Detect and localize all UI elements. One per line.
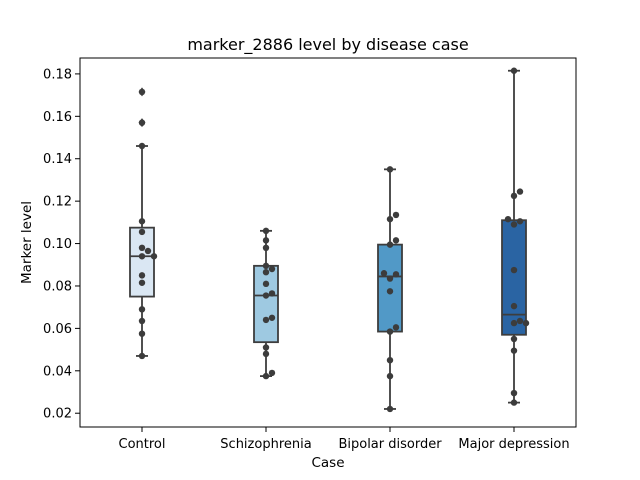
- plot-area: 0.02 0.04 0.06 0.08 0.10 0.12 0.14 0.16 0.18 Cont…: [43, 67, 570, 452]
- data-point: [392, 324, 400, 331]
- data-point: [138, 352, 146, 360]
- data-point: [510, 266, 518, 274]
- data-point: [138, 218, 146, 225]
- data-point: [138, 272, 146, 279]
- data-point: [386, 405, 394, 413]
- data-point: [386, 241, 394, 248]
- data-point: [516, 188, 524, 195]
- plot-frame: [79, 57, 577, 428]
- data-point: [138, 228, 146, 236]
- data-point: [510, 319, 518, 327]
- data-point: [268, 265, 276, 273]
- data-point: [386, 215, 394, 223]
- data-point: [504, 215, 512, 223]
- y-tick-label: 0.10: [43, 237, 72, 252]
- data-point: [150, 253, 158, 260]
- data-point: [138, 330, 146, 337]
- box: [253, 264, 279, 344]
- data-point: [262, 280, 270, 288]
- data-point: [386, 328, 394, 335]
- data-point: [392, 237, 400, 244]
- data-point: [510, 192, 518, 200]
- data-point: [386, 288, 394, 295]
- x-tick-label: Control: [119, 437, 166, 452]
- y-tick-label: 0.04: [43, 364, 72, 379]
- data-point: [262, 350, 270, 358]
- data-point: [262, 262, 270, 270]
- y-tick-label: 0.06: [43, 322, 72, 337]
- data-point: [386, 275, 394, 282]
- data-point: [138, 244, 146, 252]
- data-point: [138, 88, 146, 96]
- x-tick-label: Schizophrenia: [220, 437, 311, 452]
- data-point: [268, 314, 276, 321]
- data-point: [262, 237, 270, 244]
- y-tick-label: 0.12: [43, 195, 72, 210]
- data-point: [138, 279, 146, 286]
- data-point: [262, 227, 270, 235]
- data-point: [386, 166, 394, 173]
- data-point: [522, 319, 530, 327]
- data-point: [268, 290, 276, 297]
- data-point: [138, 142, 146, 150]
- x-tick-label: Major depression: [458, 437, 569, 452]
- y-tick-label: 0.16: [43, 110, 72, 125]
- data-point: [392, 271, 400, 278]
- data-point: [510, 399, 518, 406]
- data-point: [262, 372, 270, 380]
- data-point: [392, 211, 400, 219]
- data-point: [138, 253, 146, 260]
- data-point: [510, 335, 518, 343]
- data-point: [144, 247, 152, 255]
- data-point: [262, 268, 270, 276]
- data-point: [262, 316, 270, 324]
- y-tick-label: 0.08: [43, 279, 72, 294]
- data-point: [386, 356, 394, 364]
- data-point: [138, 317, 146, 325]
- data-point: [510, 67, 518, 74]
- data-point: [138, 119, 146, 126]
- y-tick-label: 0.02: [43, 407, 72, 422]
- y-tick-label: 0.18: [43, 67, 72, 82]
- x-axis-title: Case: [311, 455, 344, 471]
- y-tick-label: 0.14: [43, 152, 72, 167]
- data-point: [510, 221, 518, 228]
- x-tick-label: Bipolar disorder: [338, 437, 442, 452]
- data-point: [268, 369, 276, 377]
- chart-title: marker_2886 level by disease case: [187, 35, 468, 55]
- data-point: [262, 244, 270, 252]
- box: [501, 219, 527, 336]
- data-point: [262, 292, 270, 299]
- data-point: [386, 372, 394, 380]
- data-point: [510, 347, 518, 354]
- data-point: [516, 317, 524, 325]
- box: [129, 226, 155, 298]
- data-point: [262, 344, 270, 351]
- data-point: [380, 270, 388, 277]
- y-axis-title: Marker level: [19, 201, 35, 284]
- data-point: [138, 306, 146, 313]
- data-point: [510, 302, 518, 310]
- data-point: [510, 389, 518, 397]
- data-point: [516, 218, 524, 225]
